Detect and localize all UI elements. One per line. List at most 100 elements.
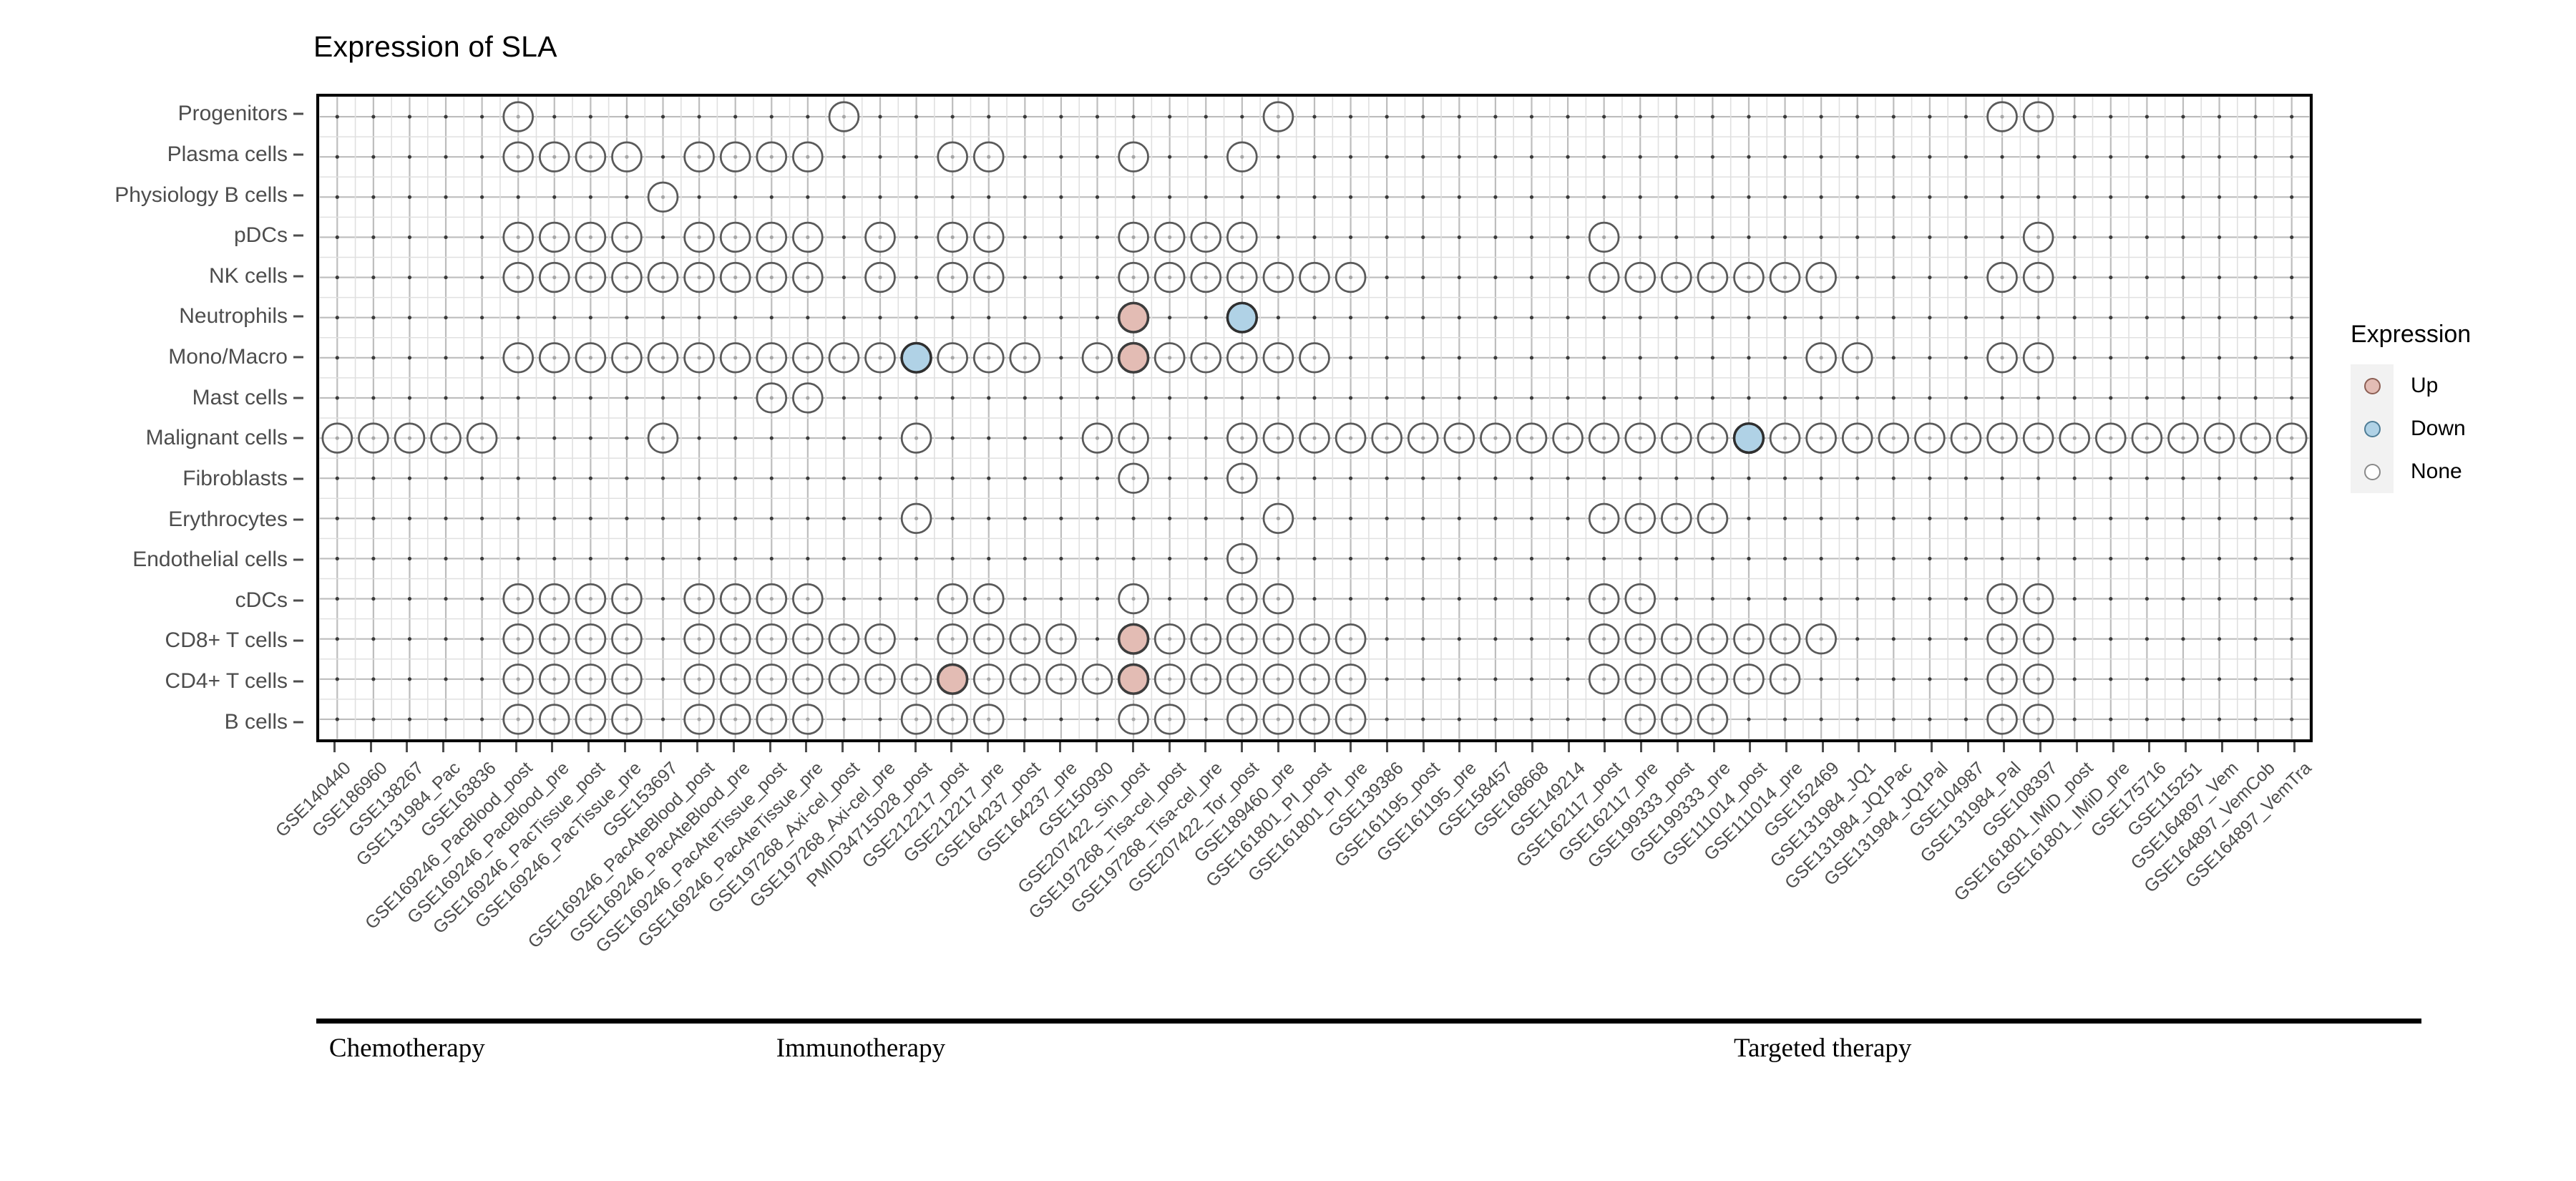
data-point <box>719 342 751 374</box>
data-point <box>864 261 896 293</box>
data-point <box>1986 342 2018 374</box>
y-tick-label: CD8+ T cells <box>165 628 288 653</box>
data-point <box>1009 664 1041 695</box>
data-point <box>502 101 535 132</box>
data-point <box>937 583 969 615</box>
data-point <box>1262 704 1294 735</box>
data-point <box>1009 342 1041 374</box>
data-point <box>792 704 824 735</box>
data-point <box>756 141 788 172</box>
data-point <box>1697 261 1729 293</box>
x-tick-mark <box>1640 742 1643 752</box>
y-tick-label: Neutrophils <box>179 304 288 329</box>
y-tick-mark <box>293 639 303 642</box>
data-point <box>611 141 643 172</box>
legend-item[interactable]: Up <box>2351 364 2471 407</box>
data-point <box>538 141 570 172</box>
data-point <box>719 261 751 293</box>
data-point <box>792 664 824 695</box>
data-point <box>937 141 969 172</box>
data-point <box>502 664 535 695</box>
data-point <box>1733 261 1765 293</box>
x-tick-mark <box>1966 742 1969 752</box>
data-point <box>1986 583 2018 615</box>
data-point <box>719 623 751 655</box>
data-point <box>1335 623 1367 655</box>
data-point <box>1552 422 1584 454</box>
data-point <box>1118 141 1149 172</box>
data-point <box>900 704 932 735</box>
data-point <box>1588 623 1620 655</box>
legend-item[interactable]: None <box>2351 450 2471 493</box>
y-tick-mark <box>293 477 303 480</box>
x-tick-mark <box>1096 742 1098 752</box>
data-point <box>575 141 607 172</box>
data-point <box>1117 623 1150 655</box>
legend: Expression Up Down None <box>2351 321 2471 493</box>
data-point <box>1226 623 1258 655</box>
legend-item[interactable]: Down <box>2351 407 2471 450</box>
data-point <box>1624 623 1657 655</box>
data-point <box>972 261 1005 293</box>
x-tick-mark <box>514 742 517 752</box>
data-point <box>1986 261 2018 293</box>
data-points-layer <box>321 101 2308 735</box>
data-point <box>1299 704 1330 735</box>
data-point <box>828 623 860 655</box>
data-point <box>2022 623 2054 655</box>
data-point <box>611 623 643 655</box>
x-tick-mark <box>1241 742 1244 752</box>
y-tick-label: NK cells <box>208 263 288 288</box>
data-point <box>756 583 788 615</box>
x-tick-mark <box>1894 742 1897 752</box>
data-point <box>1226 583 1258 615</box>
data-point <box>792 342 824 374</box>
data-point <box>1117 301 1150 334</box>
data-point <box>1986 623 2018 655</box>
data-point <box>1624 502 1657 535</box>
data-point <box>1588 664 1620 695</box>
x-tick-mark <box>2293 742 2296 752</box>
y-tick-mark <box>293 315 303 318</box>
data-point <box>1262 664 1294 695</box>
data-point <box>538 342 570 374</box>
x-tick-mark <box>1785 742 1787 752</box>
data-point <box>1878 422 1910 454</box>
legend-item-label: Down <box>2411 417 2466 440</box>
x-tick-mark <box>986 742 989 752</box>
data-point <box>502 141 535 172</box>
data-point <box>1226 301 1259 334</box>
data-point <box>719 704 751 735</box>
data-point <box>1697 422 1729 454</box>
y-tick-mark <box>293 437 303 439</box>
data-point <box>900 422 932 454</box>
data-point <box>575 261 607 293</box>
data-point <box>900 341 932 374</box>
x-tick-mark <box>2257 742 2260 752</box>
data-point <box>2203 422 2235 454</box>
data-point <box>756 221 788 253</box>
x-tick-mark <box>1821 742 1824 752</box>
data-point <box>1081 422 1113 454</box>
x-tick-mark <box>1604 742 1606 752</box>
y-tick-label: Physiology B cells <box>114 183 288 207</box>
data-point <box>937 342 969 374</box>
data-point <box>864 664 896 695</box>
x-tick-mark <box>2220 742 2223 752</box>
data-point <box>1769 422 1801 454</box>
x-tick-mark <box>623 742 626 752</box>
data-point <box>575 583 607 615</box>
x-tick-mark <box>1023 742 1025 752</box>
y-tick-mark <box>293 558 303 561</box>
data-point <box>647 422 679 454</box>
data-point <box>1226 543 1258 575</box>
data-point <box>719 583 751 615</box>
y-tick-mark <box>293 397 303 399</box>
data-point <box>1986 101 2018 132</box>
data-point <box>611 342 643 374</box>
data-point <box>1153 221 1186 253</box>
data-point <box>1118 583 1149 615</box>
y-tick-mark <box>293 153 303 156</box>
data-point <box>1009 623 1041 655</box>
